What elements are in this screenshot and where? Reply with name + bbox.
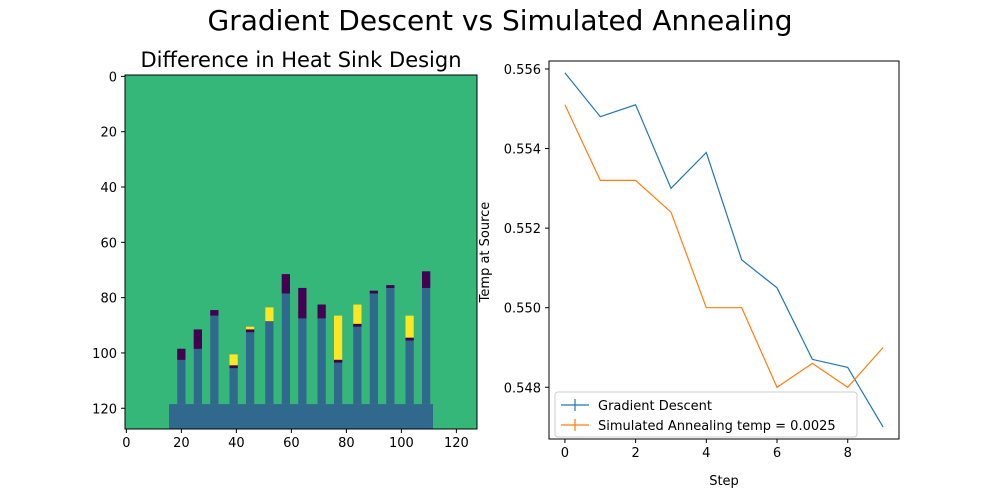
heatmap-fin [193,329,202,405]
heatmap-fin [177,348,186,405]
heatmap-fin [246,326,255,405]
heatmap-x-tick-label: 80 [338,436,355,451]
line-x-tick-label: 8 [844,446,852,461]
figure-suptitle: Gradient Descent vs Simulated Annealing [207,4,793,37]
heatmap-x-tick-label: 60 [283,436,300,451]
heatmap-fin-added [265,307,274,322]
heatmap-fin [265,307,274,405]
heatmap-fin [317,304,326,405]
heatmap-panel: Difference in Heat Sink Design 0 20 40 60 80… [92,48,478,451]
heatmap-fin [298,287,307,405]
line-series-0 [564,72,884,428]
heatmap-fin-removed [246,329,255,333]
heatmap-x-axis: 0 20 40 60 80 100 120 [122,429,469,451]
heatmap-sink-base [169,404,433,429]
heatmap-fin [405,315,414,405]
heatmap-fin [369,290,378,405]
line-x-axis: 0 2 4 6 8 [561,439,852,461]
line-x-tick-label: 0 [561,446,569,461]
heatmap-fin-removed [369,290,378,294]
heatmap-fin-added [405,315,414,338]
heatmap-y-axis: 0 20 40 60 80 100 120 [92,70,125,417]
line-x-tick-label: 2 [631,446,639,461]
line-y-tick-label: 0.556 [504,63,541,78]
heatmap-fin [422,271,431,405]
heatmap-fin-removed [298,287,307,319]
heatmap-fin-added [353,304,362,324]
heatmap-fin-removed [193,329,202,349]
heatmap-x-tick-label: 100 [389,436,414,451]
heatmap-y-tick-label: 80 [100,292,117,307]
heatmap-fin-removed [353,323,362,327]
heatmap-fin [353,304,362,405]
line-y-axis-label: Temp at Source [478,202,493,304]
line-y-tick-label: 0.550 [504,302,541,317]
line-y-tick-label: 0.554 [504,143,541,158]
heatmap-y-tick-label: 40 [100,181,117,196]
heatmap-fin [281,274,290,405]
legend-label: Gradient Descent [598,399,712,414]
heatmap-fin [386,285,395,405]
heatmap-frame [124,74,478,430]
heatmap-title: Difference in Heat Sink Design [140,48,461,72]
line-x-tick-label: 6 [773,446,781,461]
heatmap-y-tick-label: 120 [92,402,117,417]
heatmap-x-tick-label: 40 [228,436,245,451]
heatmap-x-tick-label: 120 [444,436,469,451]
heatmap-fin [229,354,238,405]
line-series-group [564,72,884,428]
heatmap-fin-removed [405,337,414,341]
legend-label: Simulated Annealing temp = 0.0025 [598,419,836,434]
heatmap-fin-removed [210,310,219,316]
heatmap-y-tick-label: 100 [92,347,117,362]
heatmap-fin-removed [281,274,290,294]
heatmap-fin-removed [177,348,186,360]
line-series-1 [564,104,884,389]
line-panel: 0 2 4 6 8 0.548 0.550 0.552 0.554 0.556 Step Tem… [478,60,900,489]
line-y-tick-label: 0.548 [504,381,541,396]
line-frame [548,60,900,440]
heatmap-fin-added [334,315,343,360]
heatmap-fin-removed [334,359,343,363]
heatmap-fin [210,310,219,405]
line-x-axis-label: Step [709,474,739,489]
line-legend: Gradient Descent Simulated Annealing temp… [554,391,858,438]
heatmap-y-tick-label: 0 [109,70,117,85]
heatmap-y-tick-label: 60 [100,236,117,251]
heatmap-x-tick-label: 0 [122,436,130,451]
heatmap-fin-removed [386,285,395,288]
legend-box [554,391,858,438]
heatmap-cells [125,75,477,429]
heatmap-x-tick-label: 20 [173,436,190,451]
line-y-axis: 0.548 0.550 0.552 0.554 0.556 [504,63,549,396]
heatmap-fin-added [246,326,255,330]
line-y-tick-label: 0.552 [504,222,541,237]
heatmap-fin-removed [229,365,238,369]
line-x-tick-label: 4 [702,446,710,461]
heatmap-fin-added [229,354,238,366]
heatmap-fin-removed [317,304,326,319]
heatmap-y-tick-label: 20 [100,126,117,141]
heatmap-fin-removed [422,271,431,288]
